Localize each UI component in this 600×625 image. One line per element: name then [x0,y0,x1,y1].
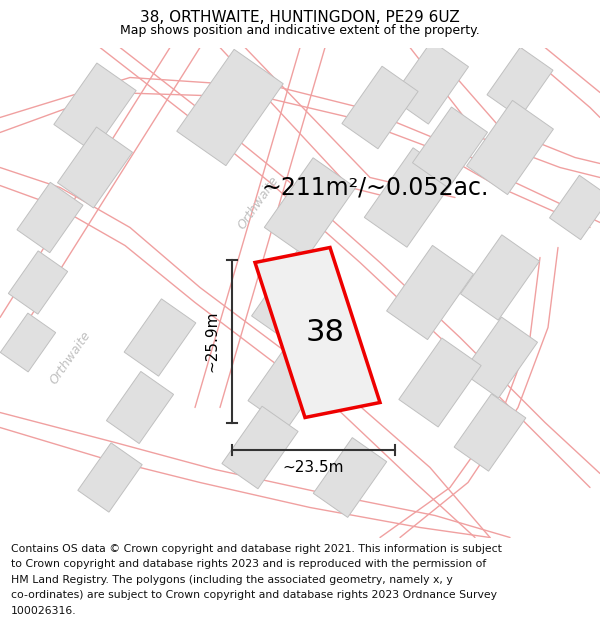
Polygon shape [222,406,298,489]
Text: Orthwaite: Orthwaite [47,329,93,386]
Polygon shape [461,235,539,320]
Text: HM Land Registry. The polygons (including the associated geometry, namely x, y: HM Land Registry. The polygons (includin… [11,575,452,585]
Text: 38: 38 [305,318,344,347]
Polygon shape [54,63,136,152]
Polygon shape [106,371,173,444]
Polygon shape [251,251,338,344]
Polygon shape [265,158,356,258]
Text: co-ordinates) are subject to Crown copyright and database rights 2023 Ordnance S: co-ordinates) are subject to Crown copyr… [11,591,497,601]
Text: ~211m²/~0.052ac.: ~211m²/~0.052ac. [262,176,488,199]
Text: ~25.9m: ~25.9m [205,310,220,372]
Text: Contains OS data © Crown copyright and database right 2021. This information is : Contains OS data © Crown copyright and d… [11,544,502,554]
Polygon shape [342,66,418,149]
Polygon shape [78,443,142,512]
Text: Map shows position and indicative extent of the property.: Map shows position and indicative extent… [120,24,480,37]
Text: 100026316.: 100026316. [11,606,76,616]
Polygon shape [177,49,283,166]
Polygon shape [364,148,455,248]
Polygon shape [124,299,196,376]
Polygon shape [412,107,488,188]
Polygon shape [58,127,133,208]
Polygon shape [255,248,380,418]
Polygon shape [248,337,332,428]
Text: Orthwaite: Orthwaite [235,174,281,231]
Polygon shape [386,246,473,339]
Polygon shape [487,48,553,118]
Polygon shape [399,338,481,427]
Polygon shape [1,313,56,372]
Polygon shape [550,175,600,240]
Text: ~23.5m: ~23.5m [283,460,344,475]
Polygon shape [391,41,469,124]
Polygon shape [8,251,68,314]
Text: to Crown copyright and database rights 2023 and is reproduced with the permissio: to Crown copyright and database rights 2… [11,559,486,569]
Polygon shape [467,101,553,194]
Polygon shape [463,317,538,398]
Text: 38, ORTHWAITE, HUNTINGDON, PE29 6UZ: 38, ORTHWAITE, HUNTINGDON, PE29 6UZ [140,11,460,26]
Polygon shape [17,182,83,253]
Polygon shape [454,394,526,471]
Polygon shape [313,438,387,518]
